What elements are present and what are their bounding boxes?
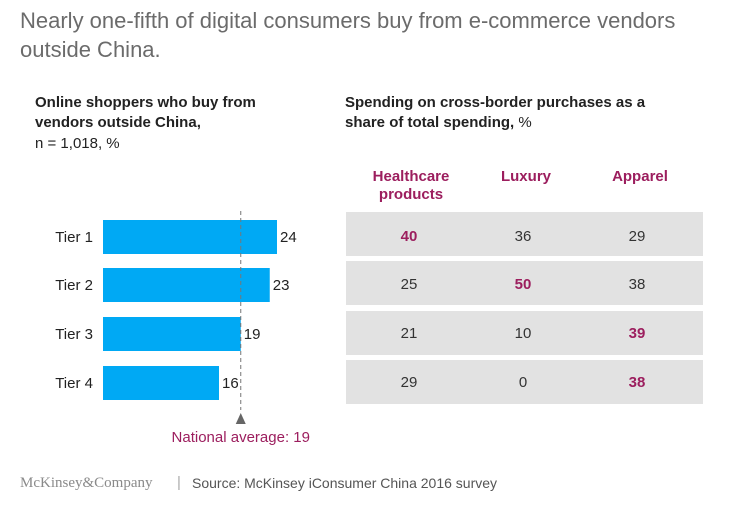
- bar: [103, 366, 219, 400]
- category-label: Tier 4: [55, 375, 93, 392]
- column-header-apparel: Apparel: [612, 168, 668, 185]
- left-panel-heading: Online shoppers who buy from vendors out…: [35, 94, 256, 131]
- data-label: 24: [280, 229, 297, 246]
- data-label: 16: [222, 375, 239, 392]
- table-row: [346, 311, 703, 355]
- data-label: 19: [244, 326, 261, 343]
- national-average-marker: [235, 413, 246, 424]
- category-label: Tier 3: [55, 326, 93, 343]
- footer-separator: |: [177, 474, 181, 491]
- table-row: [346, 360, 703, 404]
- left-panel-subheading: n = 1,018, %: [35, 135, 120, 152]
- table-cell: 38: [628, 276, 646, 293]
- table-cell: 50: [514, 276, 532, 293]
- data-label: 23: [273, 277, 290, 294]
- right-panel-heading: Spending on cross-border purchases as a …: [345, 93, 685, 133]
- table-cell: 36: [514, 228, 532, 245]
- bar: [103, 268, 270, 302]
- table-cell: 25: [400, 276, 418, 293]
- chart-title: Nearly one-fifth of digital consumers bu…: [20, 8, 676, 62]
- column-header-luxury: Luxury: [500, 168, 551, 185]
- mckinsey-logo: McKinsey&Company: [20, 475, 153, 491]
- table-cell: 29: [628, 228, 646, 245]
- table-cell: 38: [628, 374, 646, 391]
- bar: [103, 317, 241, 351]
- category-label: Tier 1: [55, 229, 93, 246]
- bar: [103, 220, 277, 254]
- right-panel-heading-text: Spending on cross-border purchases as a …: [345, 94, 646, 131]
- national-average-label: National average: 19: [172, 429, 310, 446]
- table-cell: 29: [400, 374, 418, 391]
- right-panel-unit: %: [518, 114, 532, 131]
- source-note: Source: McKinsey iConsumer China 2016 su…: [192, 475, 498, 491]
- table-cell: 21: [400, 325, 418, 342]
- category-label: Tier 2: [55, 277, 93, 294]
- table-row: [346, 212, 703, 256]
- column-header-healthcare: Healthcare products: [372, 168, 450, 203]
- table-cell: 0: [518, 374, 528, 391]
- table-cell: 10: [514, 325, 532, 342]
- table-row: [346, 261, 703, 305]
- table-cell: 39: [628, 325, 646, 342]
- table-cell: 40: [400, 228, 418, 245]
